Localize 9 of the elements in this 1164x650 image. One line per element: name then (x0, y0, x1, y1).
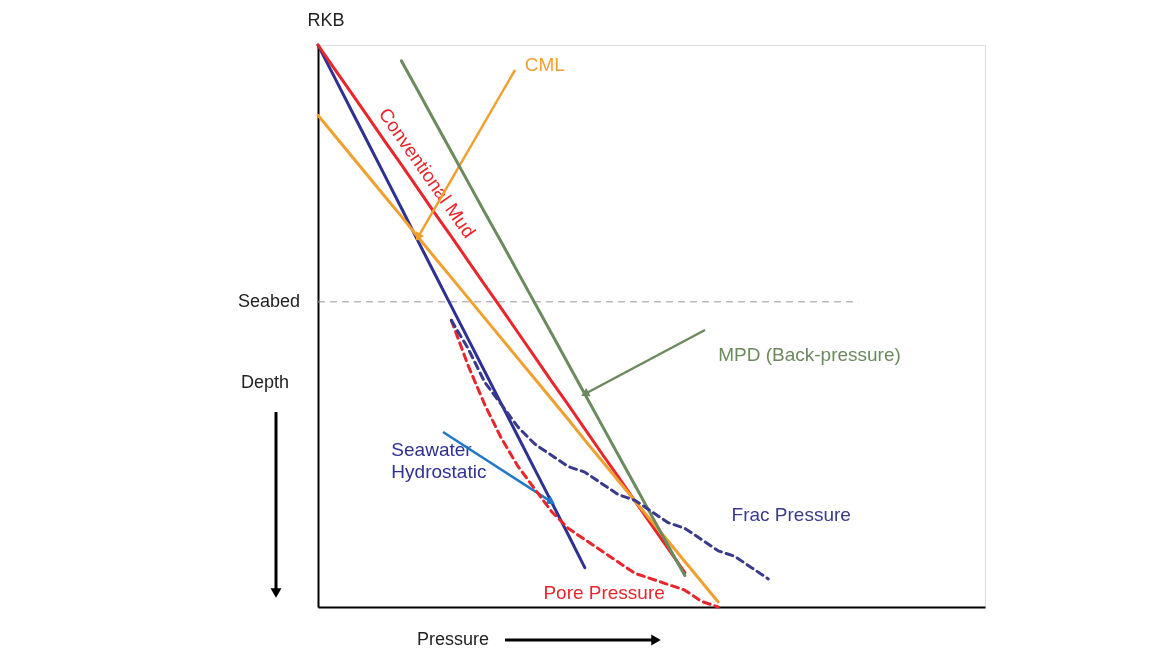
series-label: Pore Pressure (543, 581, 665, 603)
ref-line-label: Seabed (237, 290, 300, 311)
text: CML (524, 54, 565, 76)
x-axis-title: Pressure (416, 629, 490, 649)
text: MPD (Back-pressure) (718, 344, 901, 366)
y-axis-title: Depth (240, 372, 290, 392)
series-label: Frac Pressure (731, 503, 851, 525)
text: RKB (307, 10, 345, 30)
series-label: Seawater Hydrostatic (391, 438, 487, 482)
